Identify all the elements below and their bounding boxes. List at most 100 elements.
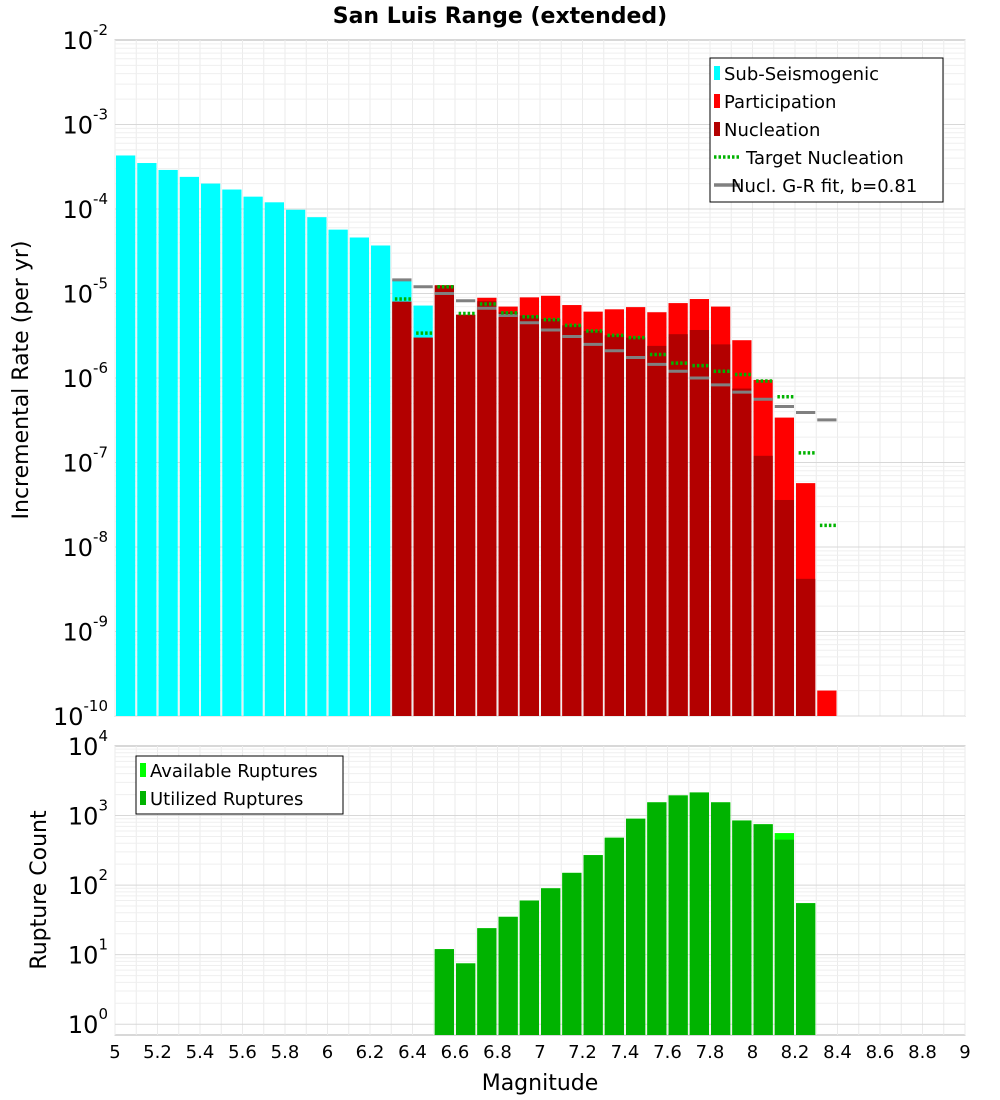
sub-seismogenic-bar	[179, 176, 199, 717]
sub-seismogenic-bar	[222, 189, 242, 716]
x-tick-label: 5	[109, 1042, 120, 1063]
nucleation-bar	[392, 301, 412, 716]
count-y-tick-label: 101	[68, 936, 108, 970]
x-tick-label: 6.4	[398, 1042, 427, 1063]
utilized-ruptures-bar	[541, 888, 561, 1035]
legend-label: Available Ruptures	[150, 761, 318, 782]
x-tick-label: 6	[322, 1042, 333, 1063]
nucleation-bar	[562, 325, 582, 716]
nucleation-bar	[477, 301, 497, 716]
nucleation-bar	[498, 312, 518, 716]
utilized-ruptures-bar	[711, 802, 731, 1035]
x-tick-label: 6.2	[356, 1042, 385, 1063]
nucleation-bar	[456, 314, 476, 716]
nucleation-bar	[689, 329, 709, 716]
nucleation-bar	[774, 499, 794, 716]
nucleation-bar	[583, 330, 603, 716]
rate-panel: 10-10 10-9 10-8 10-7 10-6 10-5 10-4 10-3 10-2 In…	[9, 21, 966, 731]
x-ticks: 5 5.2 5.4 5.6 5.8 6 6.2 6.4 6.6 6.8 7 7.2 7.4 7.6 7.8 8…	[109, 1042, 970, 1063]
utilized-ruptures-bar	[647, 802, 667, 1035]
utilized-ruptures-bar	[732, 820, 752, 1035]
legend-label: Participation	[724, 92, 836, 113]
x-tick-label: 5.6	[228, 1042, 257, 1063]
rate-y-tick-label: 10-7	[62, 444, 108, 478]
utilized-ruptures-bar	[434, 949, 454, 1035]
x-tick-label: 6.8	[483, 1042, 512, 1063]
x-tick-label: 7	[534, 1042, 545, 1063]
x-tick-label: 5.2	[143, 1042, 172, 1063]
utilized-ruptures-bar	[604, 837, 624, 1035]
count-y-tick-label: 102	[68, 866, 108, 900]
chart-title: San Luis Range (extended)	[333, 4, 668, 29]
rate-y-tick-label: 10-3	[62, 106, 108, 140]
sub-seismogenic-bar	[328, 229, 348, 716]
sub-seismogenic-bar	[264, 202, 284, 716]
rate-y-tick-label: 10-8	[62, 528, 108, 562]
legend-swatch	[714, 122, 720, 136]
sub-seismogenic-bar	[116, 155, 136, 716]
x-tick-label: 7.4	[611, 1042, 640, 1063]
count-y-tick-label: 103	[68, 797, 108, 831]
utilized-ruptures-bar	[562, 872, 582, 1035]
count-legend-box	[135, 755, 344, 815]
sub-seismogenic-bar	[371, 245, 391, 717]
utilized-ruptures-bar	[456, 963, 476, 1035]
rate-y-tick-label: 10-4	[62, 190, 108, 224]
x-tick-label: 8.2	[781, 1042, 810, 1063]
nucleation-bar	[434, 285, 454, 716]
nucleation-bar	[732, 388, 752, 716]
rate-y-tick-label: 10-2	[62, 21, 108, 55]
x-axis-label: Magnitude	[482, 1071, 599, 1096]
rate-legend-box	[709, 57, 944, 203]
legend-label: Target Nucleation	[745, 148, 904, 169]
rate-lines	[392, 278, 837, 528]
rate-y-ticks: 10-10 10-9 10-8 10-7 10-6 10-5 10-4 10-3 10-2	[53, 21, 108, 731]
utilized-ruptures-bar	[689, 792, 709, 1035]
rate-legend: Sub-Seismogenic Participation Nucleation Ta…	[709, 57, 944, 203]
count-y-tick-label: 100	[68, 1005, 108, 1039]
utilized-ruptures-bar	[774, 839, 794, 1035]
x-tick-label: 6.6	[441, 1042, 470, 1063]
nucleation-bar	[413, 337, 433, 716]
x-tick-label: 7.8	[696, 1042, 725, 1063]
x-tick-label: 7.2	[568, 1042, 597, 1063]
x-tick-label: 5.8	[271, 1042, 300, 1063]
x-tick-label: 7.6	[653, 1042, 682, 1063]
x-tick-label: 8.8	[908, 1042, 937, 1063]
rate-y-tick-label: 10-6	[62, 359, 108, 393]
sub-seismogenic-bar	[201, 183, 221, 716]
utilized-ruptures-bar	[583, 855, 603, 1035]
nucleation-bar	[626, 337, 646, 716]
rate-y-tick-label: 10-5	[62, 275, 108, 309]
count-y-axis-label: Rupture Count	[27, 810, 52, 970]
rate-y-axis-label: Incremental Rate (per yr)	[9, 241, 34, 520]
count-legend: Available Ruptures Utilized Ruptures	[135, 755, 344, 815]
rate-bars	[116, 155, 837, 717]
nucleation-bar	[541, 318, 561, 716]
sub-seismogenic-bar	[137, 163, 157, 716]
sub-seismogenic-bar	[286, 209, 306, 716]
legend-label: Nucl. G-R fit, b=0.81	[731, 176, 917, 197]
legend-swatch	[140, 791, 146, 805]
sub-seismogenic-bar	[158, 169, 178, 716]
nucleation-bar	[604, 335, 624, 716]
utilized-ruptures-bar	[753, 824, 773, 1035]
x-tick-label: 8	[747, 1042, 758, 1063]
sub-seismogenic-bar	[243, 196, 263, 717]
x-tick-label: 8.4	[823, 1042, 852, 1063]
legend-swatch	[714, 94, 720, 108]
legend-swatch	[714, 66, 720, 80]
x-tick-label: 9	[959, 1042, 970, 1063]
sub-seismogenic-bar	[307, 217, 327, 716]
legend-label: Utilized Ruptures	[150, 789, 303, 810]
utilized-ruptures-bar	[477, 928, 497, 1035]
nucleation-bar	[668, 334, 688, 716]
count-y-tick-label: 104	[68, 727, 108, 761]
x-tick-label: 5.4	[186, 1042, 215, 1063]
utilized-ruptures-bar	[626, 818, 646, 1035]
rate-y-tick-label: 10-10	[53, 697, 108, 731]
utilized-ruptures-bar	[668, 795, 688, 1035]
legend-swatch	[140, 763, 146, 777]
participation-bar	[817, 690, 837, 716]
